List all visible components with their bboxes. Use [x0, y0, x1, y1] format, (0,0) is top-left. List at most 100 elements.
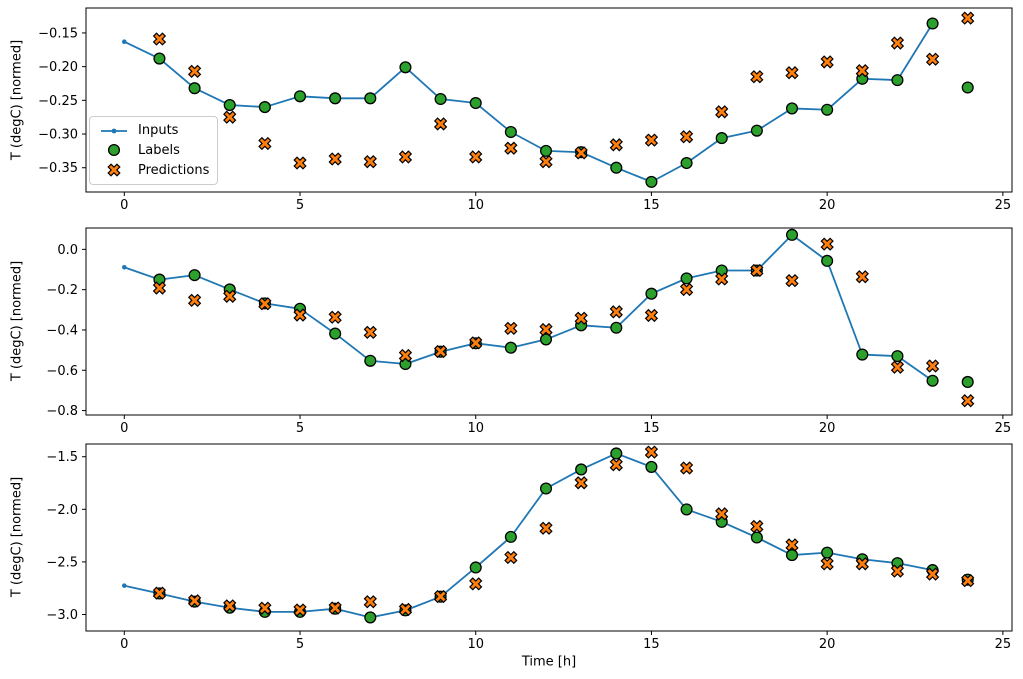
x-tick-label: 0: [120, 421, 128, 436]
predictions-marker: [890, 36, 905, 50]
predictions-marker: [890, 564, 905, 578]
labels-marker: [821, 254, 834, 267]
x-tick-label: 0: [120, 198, 128, 213]
predictions-marker: [750, 519, 764, 534]
labels-marker: [680, 156, 693, 170]
labels-marker: [329, 92, 342, 105]
labels-marker: [891, 74, 904, 87]
predictions-marker: [363, 325, 377, 340]
y-tick-label: −3.0: [46, 608, 78, 623]
predictions-marker: [293, 603, 307, 617]
predictions-marker: [820, 557, 834, 571]
predictions-marker: [679, 282, 694, 297]
predictions-marker: [398, 348, 413, 363]
inputs-point-marker: [122, 264, 127, 270]
legend: Inputs Labels Predictions: [89, 116, 218, 185]
labels-marker: [750, 124, 763, 137]
legend-item-inputs: Inputs: [99, 123, 208, 139]
predictions-marker: [504, 141, 518, 155]
labels-marker: [610, 321, 623, 334]
predictions-marker: [679, 461, 694, 475]
labels-marker: [153, 52, 166, 65]
y-tick-label: −0.20: [38, 60, 78, 75]
labels-marker: [504, 125, 517, 139]
predictions-marker: [785, 273, 799, 288]
legend-label-predictions: Predictions: [138, 162, 210, 178]
predictions-marker: [433, 117, 448, 131]
x-tick-label: 25: [995, 198, 1012, 213]
predictions-marker: [961, 394, 975, 408]
predictions-marker: [223, 599, 237, 613]
labels-marker: [610, 161, 623, 174]
labels-marker: [821, 546, 834, 559]
y-tick-label: −0.15: [38, 26, 78, 41]
labels-marker: [680, 272, 693, 285]
predictions-marker: [820, 55, 834, 69]
labels-marker: [610, 447, 623, 460]
labels-marker: [223, 99, 236, 112]
inputs-line-icon: [101, 128, 127, 134]
labels-marker: [539, 333, 553, 346]
labels-marker: [504, 530, 517, 543]
x-tick-label: 15: [643, 421, 660, 436]
labels-marker: [891, 350, 904, 363]
predictions-marker: [574, 311, 588, 325]
legend-label-labels: Labels: [138, 142, 180, 158]
y-tick-label: −1.5: [46, 450, 78, 465]
predictions-marker: [398, 602, 413, 617]
predictions-marker: [785, 538, 799, 552]
predictions-marker: [820, 237, 834, 251]
y-tick-label: −0.6: [46, 364, 78, 379]
legend-label-inputs: Inputs: [138, 123, 179, 139]
predictions-marker: [258, 601, 272, 615]
predictions-marker: [925, 567, 940, 581]
predictions-marker: [223, 289, 237, 303]
labels-marker: [926, 374, 939, 387]
labels-marker: [821, 103, 834, 116]
labels-marker: [258, 101, 271, 114]
predictions-marker: [925, 52, 940, 66]
labels-marker: [364, 611, 377, 624]
inputs-point-marker: [122, 583, 127, 588]
x-tick-label: 10: [467, 421, 484, 436]
predictions-marker: [258, 136, 272, 151]
inputs-line: [124, 452, 933, 619]
labels-marker: [961, 375, 974, 389]
predictions-marker: [609, 138, 623, 152]
predictions-marker: [644, 445, 659, 459]
y-tick-label: −0.35: [38, 161, 78, 176]
predictions-marker: [855, 64, 869, 78]
legend-item-labels: Labels: [99, 142, 208, 158]
predictions-marker: [961, 11, 975, 25]
y-tick-label: −0.30: [38, 128, 78, 143]
labels-marker: [434, 92, 447, 106]
y-tick-label: −0.2: [46, 283, 78, 298]
y-tick-label: −0.4: [46, 323, 78, 338]
x-tick-label: 5: [296, 637, 304, 652]
predictions-marker: [644, 133, 659, 147]
predictions-marker: [187, 594, 202, 608]
subplot-1: 0 5 10 15 20 25 −0.15 −0.20 −0.25 −0.30 −0.35: [38, 7, 1013, 213]
labels-marker: [645, 287, 658, 300]
labels-marker: [750, 531, 763, 544]
labels-marker: [293, 90, 307, 103]
predictions-marker: [715, 507, 729, 521]
predictions-marker: [785, 66, 799, 80]
predictions-marker: [679, 130, 694, 144]
predictions-marker: [152, 32, 167, 46]
labels-marker: [680, 503, 693, 516]
predictions-marker: [750, 70, 764, 84]
x-tick-label: 10: [467, 637, 484, 652]
predictions-marker: [504, 321, 518, 335]
labels-marker: [364, 92, 377, 105]
x-tick-label: 20: [819, 637, 836, 652]
labels-marker: [785, 228, 799, 241]
x-tick-label: 20: [819, 198, 836, 213]
inputs-line: [123, 23, 934, 183]
inputs-line: [124, 233, 934, 382]
predictions-marker: [539, 322, 553, 337]
y-tick-label: −2.0: [46, 503, 78, 518]
inputs-point-marker: [122, 39, 127, 44]
predictions-marker: [328, 152, 342, 166]
